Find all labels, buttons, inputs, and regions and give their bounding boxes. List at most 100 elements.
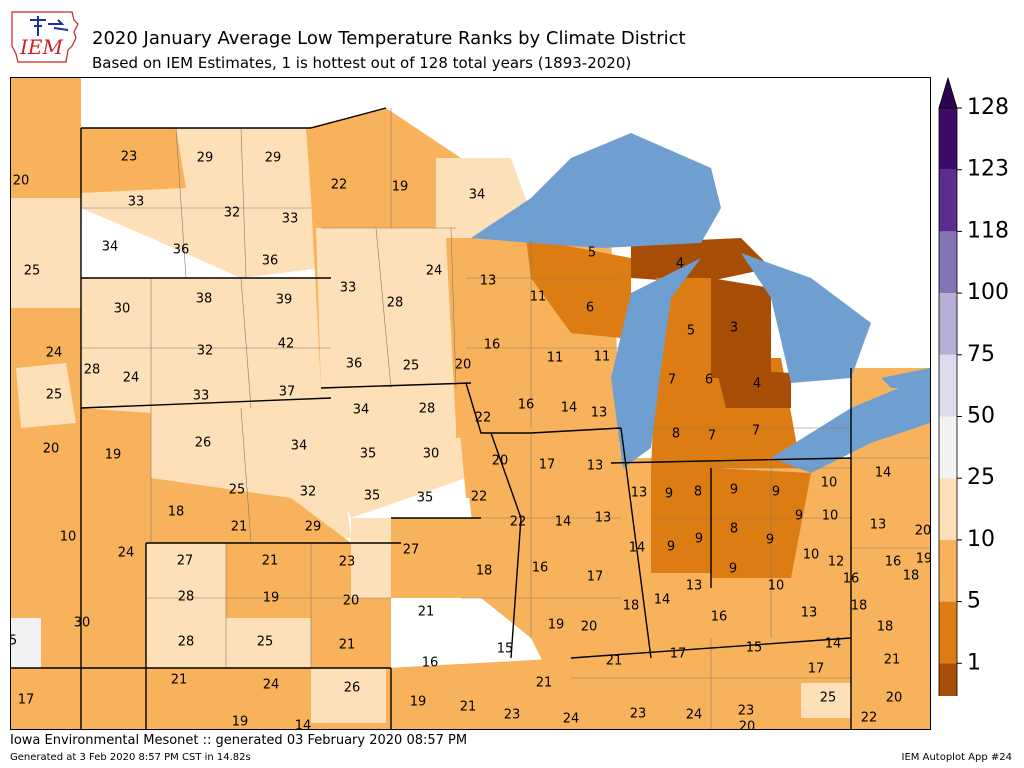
district-region-17 <box>11 668 391 729</box>
colorbar-bin <box>939 293 957 355</box>
footer-timing-note: Generated at 3 Feb 2020 8:57 PM CST in 1… <box>10 752 251 763</box>
district-rank-label: 14 <box>825 637 842 652</box>
district-rank-label: 9 <box>665 487 673 502</box>
district-rank-label: 36 <box>262 254 279 269</box>
district-rank-label: 9 <box>772 485 780 500</box>
district-rank-label: 20 <box>739 720 756 730</box>
district-rank-label: 33 <box>340 281 357 296</box>
state-border-12 <box>620 427 652 659</box>
state-border-11 <box>530 427 622 434</box>
iowa-outline-icon <box>11 11 79 63</box>
footer-generated-note: Iowa Environmental Mesonet :: generated … <box>10 733 468 748</box>
district-rank-label: 14 <box>555 515 572 530</box>
district-rank-label: 11 <box>594 350 611 365</box>
district-rank-label: 17 <box>539 458 556 473</box>
district-rank-label: 21 <box>460 700 477 715</box>
district-rank-label: 14 <box>561 401 578 416</box>
district-rank-label: 5 <box>588 246 596 261</box>
district-rank-label: 10 <box>822 509 839 524</box>
district-rank-label: 28 <box>178 590 195 605</box>
district-region-16 <box>11 618 41 668</box>
district-rank-label: 26 <box>195 436 212 451</box>
district-rank-label: 22 <box>331 178 348 193</box>
district-region-38 <box>711 278 771 378</box>
district-rank-label: 16 <box>484 338 501 353</box>
district-region-45 <box>881 368 930 388</box>
district-rank-label: 25 <box>229 483 246 498</box>
district-line-7 <box>240 407 252 544</box>
state-border-9 <box>320 382 472 389</box>
district-region-20 <box>316 228 466 388</box>
district-rank-label: 25 <box>257 635 274 650</box>
district-rank-label: 33 <box>128 195 145 210</box>
district-rank-label: 19 <box>410 695 427 710</box>
district-rank-label: 33 <box>282 212 299 227</box>
district-region-25 <box>456 378 531 438</box>
district-rank-label: 20 <box>886 691 903 706</box>
district-rank-label: 42 <box>278 337 295 352</box>
district-rank-label: 19 <box>263 591 280 606</box>
district-rank-label: 35 <box>360 447 377 462</box>
district-rank-label: 7 <box>708 429 716 444</box>
district-region-35 <box>711 468 811 578</box>
district-region-18 <box>311 668 391 723</box>
district-rank-label: 14 <box>629 541 646 556</box>
colorbar-tick-label: 50 <box>967 404 995 429</box>
district-rank-label: 35 <box>364 489 381 504</box>
district-rank-label: 28 <box>387 296 404 311</box>
district-rank-label: 24 <box>123 371 140 386</box>
district-rank-label: 22 <box>510 515 527 530</box>
district-region-30 <box>801 683 851 718</box>
footer-app-id: IEM Autoplot App #24 <box>901 752 1012 763</box>
colorbar-tick-label: 118 <box>967 218 1009 243</box>
district-rank-label: 17 <box>18 693 35 708</box>
district-rank-label: 17 <box>808 662 825 677</box>
district-rank-label: 8 <box>730 522 738 537</box>
district-rank-label: 23 <box>339 555 356 570</box>
district-rank-label: 13 <box>631 486 648 501</box>
district-rank-label: 34 <box>102 240 119 255</box>
district-rank-label: 8 <box>694 485 702 500</box>
state-border-10 <box>465 382 531 434</box>
district-region-6 <box>146 543 226 673</box>
district-rank-label: 25 <box>403 359 420 374</box>
district-rank-label: 18 <box>476 564 493 579</box>
district-boundaries <box>81 108 930 729</box>
district-rank-label: 14 <box>295 719 312 730</box>
district-rank-label: 19 <box>105 448 122 463</box>
district-rank-label: 13 <box>480 274 497 289</box>
district-rank-label: 16 <box>518 398 535 413</box>
district-rank-label: 13 <box>595 511 612 526</box>
district-rank-label: 21 <box>231 520 248 535</box>
district-rank-label: 13 <box>801 606 818 621</box>
district-rank-label: 24 <box>686 708 703 723</box>
district-region-5 <box>151 478 351 543</box>
district-rank-label: 21 <box>171 673 188 688</box>
district-rank-label: 19 <box>392 180 409 195</box>
state-border-13 <box>610 457 852 464</box>
district-rank-label: 35 <box>417 491 434 506</box>
district-rank-label: 24 <box>426 264 443 279</box>
district-rank-label: 4 <box>753 377 761 392</box>
district-rank-label: 18 <box>168 505 185 520</box>
district-rank-label: 25 <box>820 691 837 706</box>
district-fills <box>11 78 930 729</box>
map-panel: 23 29 29 20 22 19 34 33 32 33 34 36 36 5 4 25 24 13 33 11 38… <box>10 77 931 730</box>
state-border-18 <box>490 432 522 659</box>
district-line-1 <box>240 127 247 279</box>
district-rank-label: 7 <box>752 424 760 439</box>
district-rank-label: 10 <box>768 579 785 594</box>
district-rank-label: 24 <box>563 712 580 727</box>
district-rank-label: 23 <box>121 150 138 165</box>
district-rank-label: 18 <box>851 599 868 614</box>
colorbar-bin <box>939 108 957 170</box>
district-rank-label: 21 <box>262 554 279 569</box>
district-rank-label: 9 <box>695 532 703 547</box>
district-line-4 <box>240 277 252 409</box>
district-rank-label: 9 <box>795 509 803 524</box>
district-rank-label: 14 <box>875 466 892 481</box>
district-rank-label: 9 <box>729 562 737 577</box>
district-rank-label: 5 <box>11 634 17 649</box>
district-rank-label: 30 <box>114 302 131 317</box>
